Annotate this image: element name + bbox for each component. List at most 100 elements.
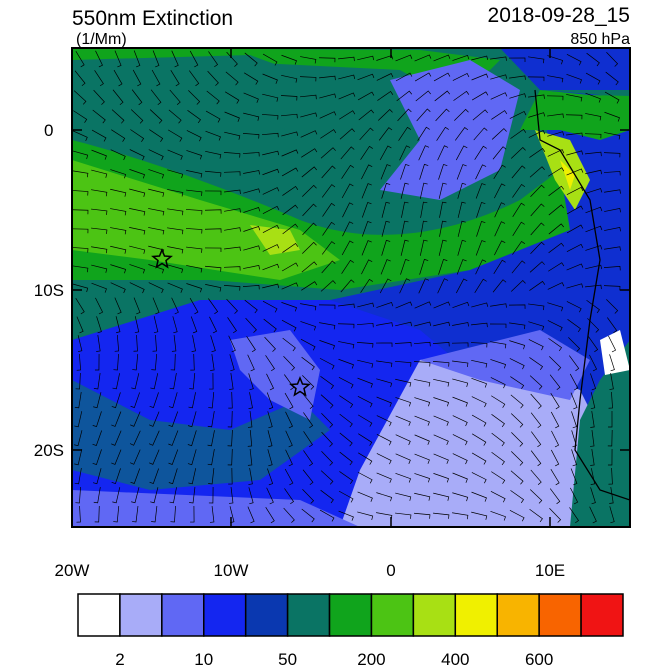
wind-barb bbox=[528, 94, 545, 99]
wind-barb bbox=[452, 378, 469, 388]
wind-barb bbox=[72, 247, 89, 253]
wind-barb bbox=[208, 298, 219, 315]
wind-barb bbox=[189, 487, 196, 504]
wind-barb bbox=[472, 109, 488, 121]
colorbar-label: 600 bbox=[525, 650, 553, 667]
wind-barb bbox=[490, 92, 508, 100]
wind-barb bbox=[262, 283, 280, 289]
wind-barb bbox=[129, 282, 145, 294]
wind-barb bbox=[168, 411, 179, 427]
wind-barb bbox=[547, 320, 563, 332]
wind-barb bbox=[511, 165, 526, 179]
wind-barb bbox=[452, 415, 468, 427]
wind-barb bbox=[585, 245, 603, 251]
wind-barb bbox=[609, 506, 615, 524]
wind-barb bbox=[191, 335, 196, 352]
wind-barb bbox=[531, 431, 542, 448]
wind-barb bbox=[376, 301, 394, 308]
wind-barb bbox=[357, 91, 375, 101]
wind-barb bbox=[376, 415, 392, 427]
wind-barb bbox=[547, 55, 564, 65]
wind-barb bbox=[528, 56, 545, 64]
wind-barb bbox=[567, 319, 581, 333]
wind-barb bbox=[457, 182, 467, 199]
wind-barb bbox=[207, 430, 215, 447]
wind-barb bbox=[418, 145, 430, 161]
wind-barb bbox=[149, 449, 160, 465]
wind-barb bbox=[338, 510, 354, 521]
wind-barb bbox=[452, 453, 468, 465]
wind-barb bbox=[301, 148, 318, 158]
wind-barb bbox=[511, 451, 524, 466]
wind-barb bbox=[130, 392, 140, 409]
wind-barb bbox=[167, 129, 183, 142]
wind-barb bbox=[93, 392, 102, 409]
wind-barb bbox=[245, 317, 257, 333]
wind-barb bbox=[244, 52, 258, 67]
wind-barb bbox=[585, 72, 601, 85]
colorbar-label: 10 bbox=[194, 650, 213, 667]
wind-barb bbox=[414, 321, 432, 327]
wind-barb bbox=[475, 164, 487, 180]
wind-barb bbox=[149, 468, 159, 484]
wind-barb bbox=[414, 453, 430, 464]
wind-barb bbox=[92, 449, 102, 466]
wind-barb bbox=[530, 203, 545, 217]
wind-barb bbox=[381, 182, 391, 199]
wind-barb bbox=[475, 259, 487, 275]
wind-barb bbox=[301, 166, 317, 178]
colorbar-box bbox=[412, 593, 457, 637]
wind-barb bbox=[471, 452, 487, 465]
wind-barb bbox=[492, 146, 507, 160]
wind-barb bbox=[586, 299, 600, 314]
wind-barb bbox=[243, 72, 259, 85]
colorbar: 2 10 50 200 400 600 bbox=[77, 593, 624, 669]
wind-barb bbox=[490, 303, 507, 308]
wind-barb bbox=[172, 316, 178, 334]
wind-barb bbox=[474, 278, 487, 293]
wind-barb bbox=[510, 147, 526, 159]
wind-barb bbox=[130, 468, 141, 484]
wind-barb bbox=[433, 378, 450, 387]
wind-barb bbox=[242, 152, 260, 157]
wind-barb bbox=[438, 239, 447, 256]
wind-barb bbox=[570, 468, 578, 486]
title: 550nm Extinction bbox=[72, 7, 233, 30]
wind-barb bbox=[283, 355, 296, 371]
wind-barb bbox=[401, 201, 409, 218]
wind-barb bbox=[509, 322, 526, 330]
wind-barb bbox=[357, 396, 373, 408]
wind-barb bbox=[589, 506, 597, 524]
wind-barb bbox=[132, 69, 142, 87]
wind-barb bbox=[357, 73, 375, 81]
wind-barb bbox=[113, 69, 123, 87]
wind-barb bbox=[302, 203, 317, 217]
wind-barb bbox=[284, 488, 295, 505]
wind-barb bbox=[376, 396, 392, 407]
colorbar-box bbox=[580, 593, 624, 637]
wind-barb bbox=[357, 302, 375, 308]
wind-barb bbox=[585, 113, 602, 121]
wind-barb bbox=[224, 246, 241, 252]
wind-barb bbox=[475, 240, 486, 256]
wind-barb bbox=[187, 411, 197, 428]
wind-barb bbox=[148, 282, 164, 294]
wind-barb bbox=[263, 318, 277, 333]
wind-barb bbox=[75, 298, 85, 315]
colorbar-box bbox=[203, 593, 247, 637]
wind-barb bbox=[171, 50, 179, 68]
wind-barb bbox=[132, 354, 139, 371]
wind-barb bbox=[339, 471, 354, 485]
wind-barb bbox=[338, 74, 356, 80]
wind-barb bbox=[111, 129, 126, 142]
wind-barb bbox=[129, 430, 141, 446]
wind-barb bbox=[547, 113, 564, 118]
wind-barb bbox=[455, 278, 468, 294]
wind-barb bbox=[152, 297, 160, 315]
wind-barb bbox=[587, 318, 600, 333]
wind-barb bbox=[150, 373, 159, 390]
colorbar-label: 2 bbox=[115, 650, 124, 667]
wind-barb bbox=[341, 183, 354, 199]
wind-barb bbox=[476, 220, 486, 237]
colorbar-label: 200 bbox=[357, 650, 385, 667]
